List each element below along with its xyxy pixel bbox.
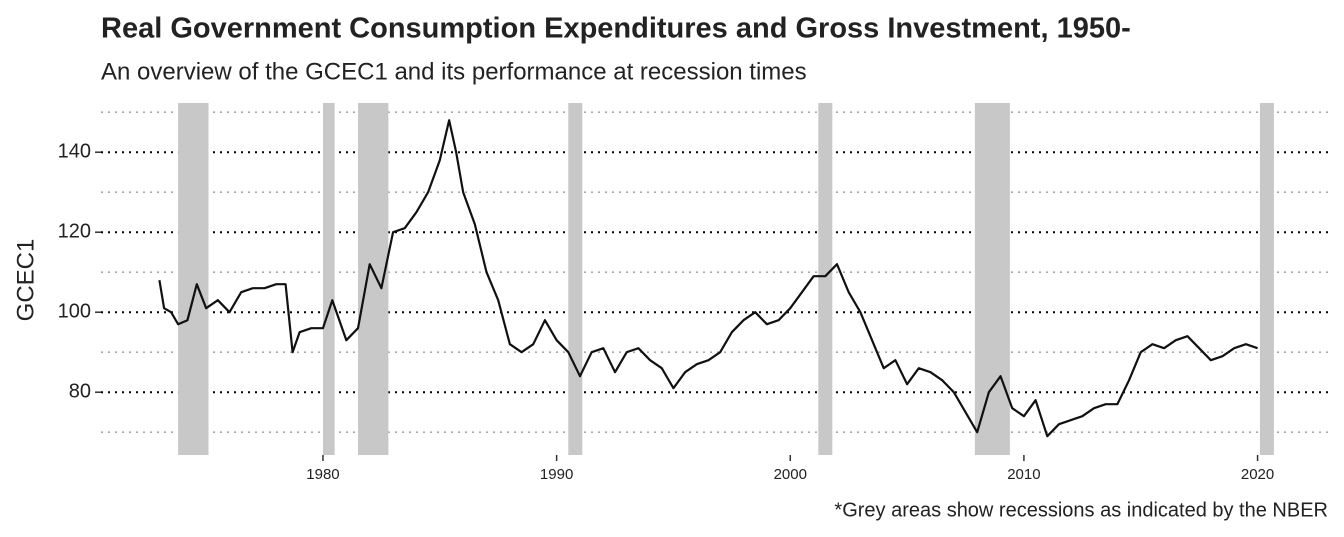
x-tick-label: 1990 <box>540 466 573 483</box>
y-axis-label: GCEC1 <box>12 239 39 322</box>
y-tick-label: 120 <box>58 220 91 242</box>
recession-band <box>974 103 1010 455</box>
recession-band <box>1259 103 1274 455</box>
x-tick-label: 2000 <box>774 466 807 483</box>
recession-band <box>818 103 833 455</box>
y-tick-label: 140 <box>58 140 91 162</box>
recession-band <box>178 103 209 455</box>
recession-band <box>322 103 335 455</box>
caption: *Grey areas show recessions as indicated… <box>834 499 1328 521</box>
chart-title: Real Government Consumption Expenditures… <box>101 13 1131 45</box>
chart-subtitle: An overview of the GCEC1 and its perform… <box>101 58 807 85</box>
y-tick-label: 80 <box>69 380 91 402</box>
recession-band <box>568 103 583 455</box>
x-tick-label: 2010 <box>1007 466 1040 483</box>
x-tick-label: 2020 <box>1241 466 1274 483</box>
data-line <box>158 119 1258 438</box>
y-tick-label: 100 <box>58 300 91 322</box>
x-tick-label: 1980 <box>306 466 339 483</box>
